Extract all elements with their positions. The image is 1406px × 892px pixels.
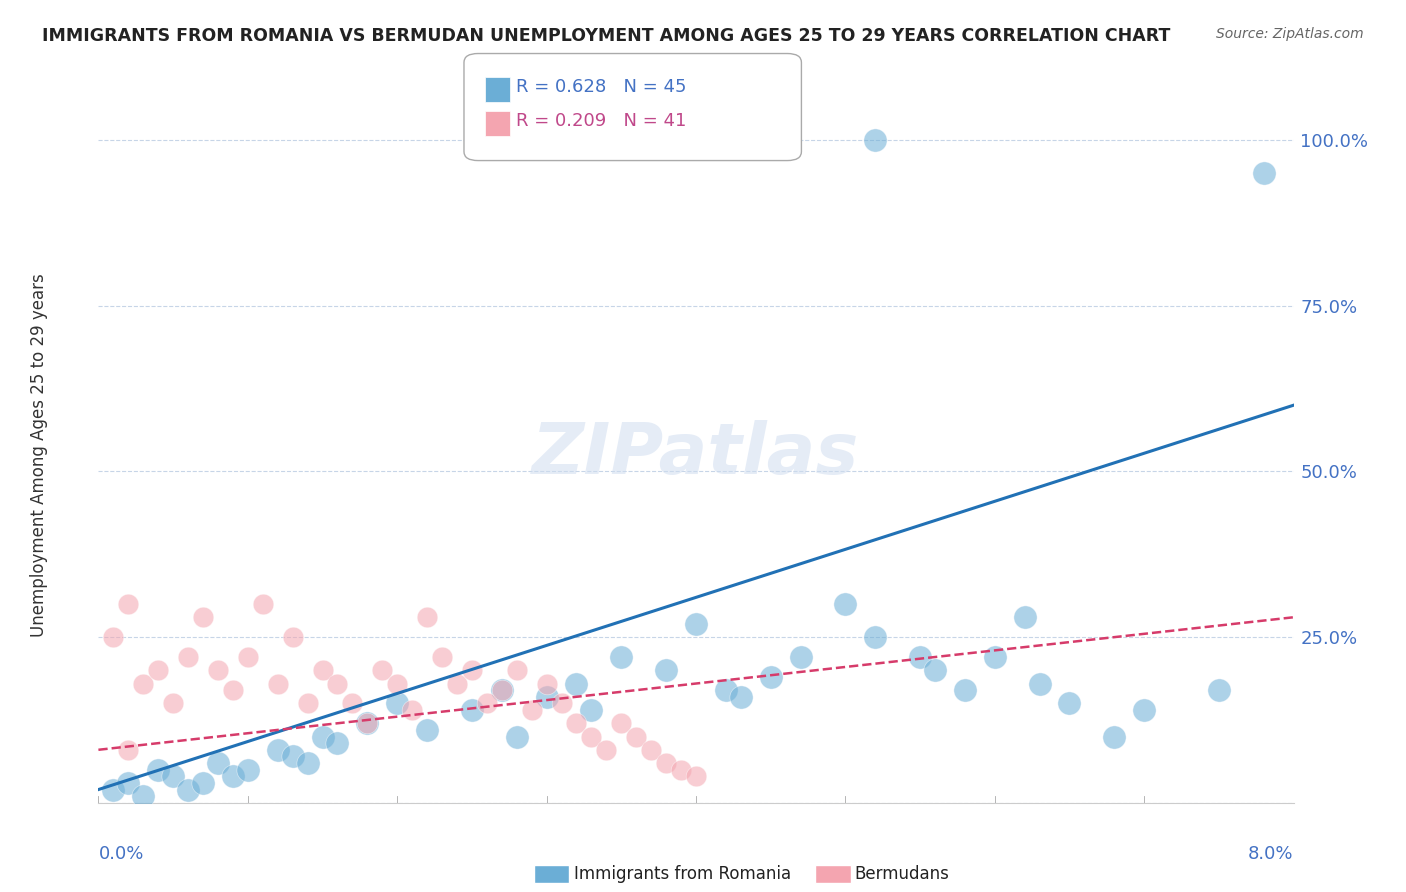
Text: Immigrants from Romania: Immigrants from Romania [574,865,790,883]
Point [536,676,558,690]
Text: IMMIGRANTS FROM ROMANIA VS BERMUDAN UNEMPLOYMENT AMONG AGES 25 TO 29 YEARS CORRE: IMMIGRANTS FROM ROMANIA VS BERMUDAN UNEM… [42,27,1171,45]
Text: 8.0%: 8.0% [1249,845,1294,863]
Point [117,597,139,611]
Point [297,697,319,711]
Point [236,763,259,777]
Point [1059,697,1081,711]
Point [610,716,633,731]
Point [1208,683,1230,698]
Point [103,782,125,797]
Point [685,769,707,783]
Point [685,616,707,631]
Point [385,676,409,690]
Text: 0.0%: 0.0% [98,845,143,863]
Point [581,730,603,744]
Point [401,703,423,717]
Point [297,756,319,770]
Point [565,676,588,690]
Point [281,749,304,764]
Point [908,650,931,665]
Point [461,703,484,717]
Point [207,756,229,770]
Point [461,663,484,677]
Point [117,743,139,757]
Point [475,697,498,711]
Point [536,690,558,704]
Point [1102,730,1125,744]
Point [624,730,647,744]
Point [342,697,364,711]
Point [311,663,333,677]
Point [416,610,439,624]
Point [222,683,245,698]
Point [132,676,155,690]
Point [506,730,529,744]
Point [1253,166,1275,180]
Point [730,690,752,704]
Point [236,650,259,665]
Point [148,763,170,777]
Point [863,133,886,147]
Point [1028,676,1050,690]
Point [520,703,543,717]
Point [385,697,409,711]
Point [595,743,617,757]
Point [162,769,184,783]
Point [177,650,200,665]
Point [640,743,662,757]
Point [506,663,529,677]
Text: Unemployment Among Ages 25 to 29 years: Unemployment Among Ages 25 to 29 years [30,273,48,637]
Point [581,703,603,717]
Point [267,676,290,690]
Text: Source: ZipAtlas.com: Source: ZipAtlas.com [1216,27,1364,41]
Point [983,650,1005,665]
Point [491,683,513,698]
Text: R = 0.209   N = 41: R = 0.209 N = 41 [516,112,686,130]
Point [117,776,139,790]
Point [565,716,588,731]
Text: Bermudans: Bermudans [855,865,949,883]
Point [326,676,349,690]
Point [207,663,229,677]
Point [132,789,155,804]
Point [491,683,513,698]
Point [1133,703,1156,717]
Point [550,697,572,711]
Point [1014,610,1036,624]
Point [610,650,633,665]
Point [148,663,170,677]
Point [252,597,274,611]
Point [191,610,214,624]
Point [222,769,245,783]
Point [191,776,214,790]
Point [162,697,184,711]
Point [924,663,946,677]
Point [311,730,333,744]
Point [863,630,886,644]
Point [371,663,394,677]
Point [655,663,678,677]
Point [103,630,125,644]
Point [177,782,200,797]
Text: R = 0.628   N = 45: R = 0.628 N = 45 [516,78,686,96]
Point [267,743,290,757]
Point [953,683,976,698]
Point [655,756,678,770]
Point [281,630,304,644]
Point [356,716,378,731]
Point [759,670,782,684]
Point [446,676,468,690]
Point [430,650,453,665]
Point [714,683,737,698]
Point [356,716,378,731]
Point [326,736,349,750]
Point [789,650,811,665]
Point [416,723,439,737]
Text: ZIPatlas: ZIPatlas [533,420,859,490]
Point [669,763,692,777]
Point [834,597,856,611]
